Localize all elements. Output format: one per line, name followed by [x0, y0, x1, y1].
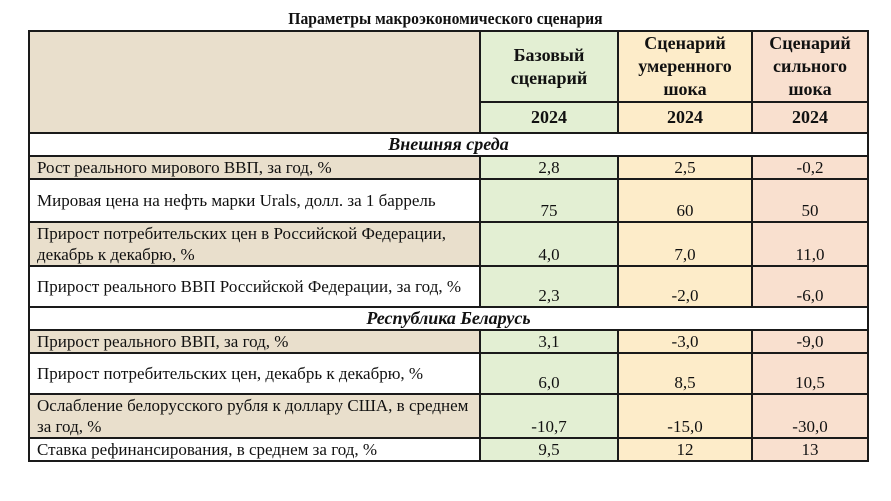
- table-row: Прирост реального ВВП Российской Федерац…: [28, 265, 869, 308]
- row-label: Прирост реального ВВП, за год, %: [28, 329, 481, 354]
- cell-moderate: 7,0: [617, 221, 753, 267]
- cell-moderate: -3,0: [617, 329, 753, 354]
- cell-base: 6,0: [479, 352, 619, 395]
- section-title: Внешняя среда: [28, 132, 869, 157]
- header-year-base: 2024: [479, 101, 619, 134]
- cell-strong: -0,2: [751, 155, 869, 180]
- header-year-moderate: 2024: [617, 101, 753, 134]
- table-row: Ослабление белорусского рубля к доллару …: [28, 393, 869, 439]
- section-row-external: Внешняя среда: [28, 132, 869, 157]
- header-row-years: 2024 2024 2024: [29, 101, 869, 134]
- cell-strong: -30,0: [751, 393, 869, 439]
- table-row: Мировая цена на нефть марки Urals, долл.…: [28, 178, 869, 223]
- header-moderate-shock: Сценарий умеренного шока: [617, 30, 753, 103]
- cell-moderate: 12: [617, 437, 753, 462]
- header-strong-shock: Сценарий сильного шока: [751, 30, 869, 103]
- table-row: Прирост потребительских цен, декабрь к д…: [28, 352, 869, 395]
- header-year-strong: 2024: [751, 101, 869, 134]
- cell-base: 3,1: [479, 329, 619, 354]
- cell-strong: 11,0: [751, 221, 869, 267]
- row-label: Рост реального мирового ВВП, за год, %: [28, 155, 481, 180]
- table-row: Рост реального мирового ВВП, за год, % 2…: [28, 155, 869, 180]
- row-label: Ослабление белорусского рубля к доллару …: [28, 393, 481, 439]
- cell-base: -10,7: [479, 393, 619, 439]
- table-row: Прирост потребительских цен в Российской…: [28, 221, 869, 267]
- cell-base: 9,5: [479, 437, 619, 462]
- section-title: Республика Беларусь: [28, 306, 869, 331]
- cell-base: 4,0: [479, 221, 619, 267]
- table-row: Ставка рефинансирования, в среднем за го…: [28, 437, 869, 462]
- cell-moderate: 8,5: [617, 352, 753, 395]
- section-row-belarus: Республика Беларусь: [28, 306, 869, 331]
- cell-strong: 50: [751, 178, 869, 223]
- row-label: Прирост потребительских цен в Российской…: [28, 221, 481, 267]
- header-row-scenarios: Базовый сценарий Сценарий умеренного шок…: [28, 30, 869, 134]
- cell-base: 2,8: [479, 155, 619, 180]
- cell-strong: -6,0: [751, 265, 869, 308]
- row-label: Прирост потребительских цен, декабрь к д…: [28, 352, 481, 395]
- cell-strong: 10,5: [751, 352, 869, 395]
- cell-moderate: 60: [617, 178, 753, 223]
- row-label: Мировая цена на нефть марки Urals, долл.…: [28, 178, 481, 223]
- header-empty-cell: [28, 30, 481, 134]
- cell-moderate: -2,0: [617, 265, 753, 308]
- header-base-scenario: Базовый сценарий: [479, 30, 619, 103]
- cell-strong: -9,0: [751, 329, 869, 354]
- table-row: Прирост реального ВВП, за год, % 3,1 -3,…: [28, 329, 869, 354]
- cell-strong: 13: [751, 437, 869, 462]
- row-label: Прирост реального ВВП Российской Федерац…: [28, 265, 481, 308]
- cell-moderate: 2,5: [617, 155, 753, 180]
- cell-base: 2,3: [479, 265, 619, 308]
- macro-scenario-table: Базовый сценарий Сценарий умеренного шок…: [28, 30, 869, 462]
- table-title: Параметры макроэкономического сценария: [288, 9, 603, 28]
- cell-base: 75: [479, 178, 619, 223]
- cell-moderate: -15,0: [617, 393, 753, 439]
- row-label: Ставка рефинансирования, в среднем за го…: [28, 437, 481, 462]
